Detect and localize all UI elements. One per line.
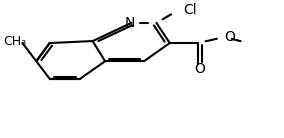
Text: O: O — [194, 62, 205, 76]
Text: N: N — [125, 16, 135, 30]
Text: CH₃: CH₃ — [3, 34, 26, 48]
Text: O: O — [224, 30, 235, 44]
Text: Cl: Cl — [183, 3, 196, 17]
